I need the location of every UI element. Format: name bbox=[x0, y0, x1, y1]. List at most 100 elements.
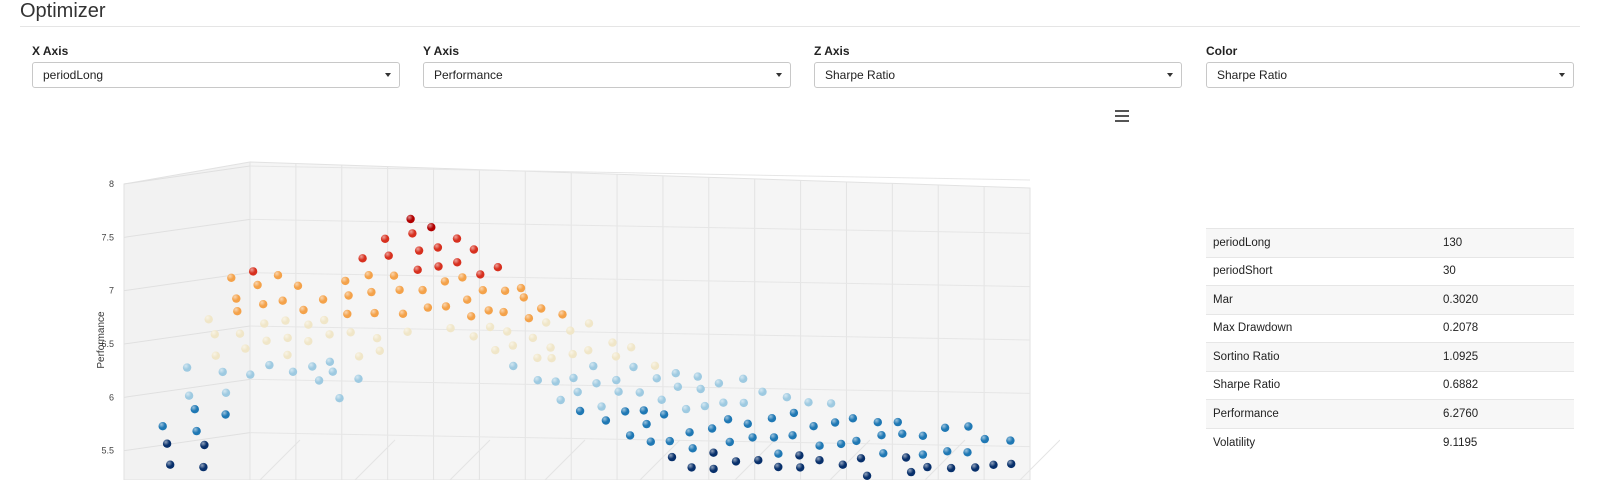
z-axis-label: Z Axis bbox=[814, 44, 850, 58]
data-point-highlight bbox=[304, 320, 313, 329]
data-point-highlight bbox=[519, 293, 528, 302]
data-point-highlight bbox=[687, 463, 696, 472]
stat-name: Performance bbox=[1206, 399, 1436, 428]
grid-line-horizontal bbox=[249, 218, 1031, 234]
data-point-highlight bbox=[491, 346, 500, 355]
data-point-highlight bbox=[500, 286, 510, 295]
data-point-highlight bbox=[877, 431, 886, 440]
data-point-highlight bbox=[542, 318, 551, 327]
data-point-highlight bbox=[795, 451, 804, 460]
data-point-highlight bbox=[533, 353, 542, 363]
stats-row: Max Drawdown 0.2078 bbox=[1206, 313, 1574, 343]
data-point-highlight bbox=[723, 415, 733, 424]
data-point-highlight bbox=[566, 326, 575, 335]
data-point-highlight bbox=[537, 304, 546, 313]
data-point-highlight bbox=[551, 377, 560, 386]
caret-down-icon bbox=[776, 73, 782, 77]
data-point-highlight bbox=[612, 375, 621, 385]
x-axis-select[interactable]: periodLong bbox=[32, 62, 400, 88]
data-point-highlight bbox=[375, 346, 384, 355]
data-point-highlight bbox=[671, 369, 680, 378]
stat-value: 0.2078 bbox=[1436, 313, 1574, 343]
data-point-highlight bbox=[248, 267, 258, 276]
data-point-highlight bbox=[898, 429, 907, 438]
data-point-highlight bbox=[485, 322, 495, 332]
floor-grid-line bbox=[639, 439, 681, 480]
data-point-highlight bbox=[233, 307, 242, 316]
grid-line-horizontal bbox=[249, 432, 1031, 448]
data-point-highlight bbox=[639, 406, 648, 415]
data-point-highlight bbox=[789, 408, 799, 418]
hamburger-menu-icon[interactable] bbox=[1115, 110, 1129, 122]
data-point-highlight bbox=[184, 391, 194, 400]
left-wall bbox=[123, 161, 251, 480]
data-point-highlight bbox=[685, 428, 694, 437]
data-point-highlight bbox=[406, 214, 415, 224]
stats-table: periodLong 130 periodShort 30 Mar 0.3020 Max D… bbox=[1206, 228, 1574, 457]
data-point-highlight bbox=[328, 367, 337, 376]
data-point-highlight bbox=[533, 376, 542, 385]
z-axis-select[interactable]: Sharpe Ratio bbox=[814, 62, 1182, 88]
data-point-highlight bbox=[673, 382, 683, 391]
data-point-highlight bbox=[469, 245, 479, 254]
stats-row: Volatility 9.1195 bbox=[1206, 427, 1574, 457]
caret-down-icon bbox=[1167, 73, 1173, 77]
data-point-highlight bbox=[815, 441, 824, 450]
data-point-highlight bbox=[235, 329, 245, 338]
data-point-highlight bbox=[856, 454, 866, 463]
data-point-highlight bbox=[182, 363, 192, 372]
data-point-highlight bbox=[901, 453, 911, 462]
data-point-highlight bbox=[427, 223, 436, 232]
data-point-highlight bbox=[458, 273, 467, 282]
data-point-highlight bbox=[218, 367, 227, 377]
data-point-highlight bbox=[528, 333, 538, 343]
data-point-highlight bbox=[592, 379, 601, 388]
data-point-highlight bbox=[320, 315, 329, 325]
data-point-highlight bbox=[621, 407, 630, 416]
menu-bar-1 bbox=[1115, 110, 1129, 112]
grid-line-horizontal bbox=[123, 432, 251, 452]
data-point-highlight bbox=[469, 332, 478, 341]
menu-bar-3 bbox=[1115, 120, 1129, 122]
chart-points bbox=[158, 214, 1016, 480]
data-point-highlight bbox=[862, 471, 872, 480]
data-point-highlight bbox=[836, 439, 846, 449]
data-point-highlight bbox=[848, 414, 858, 423]
data-point-highlight bbox=[434, 262, 443, 271]
data-point-highlight bbox=[709, 464, 718, 474]
data-point-highlight bbox=[873, 418, 882, 427]
data-point-highlight bbox=[739, 374, 748, 383]
data-point-highlight bbox=[646, 437, 655, 446]
y-axis-title: Performance bbox=[96, 311, 107, 369]
data-point-highlight bbox=[629, 362, 638, 372]
data-point-highlight bbox=[370, 308, 379, 318]
data-point-highlight bbox=[940, 423, 950, 432]
y-tick-label: 6.5 bbox=[101, 339, 114, 349]
data-point-highlight bbox=[343, 309, 352, 319]
data-point-highlight bbox=[389, 271, 399, 280]
chart-scene: 5.5 6 6.5 7 7.5 8 bbox=[101, 161, 1060, 480]
data-point-highlight bbox=[210, 330, 219, 339]
floor-grid-line bbox=[1019, 439, 1060, 480]
data-point-highlight bbox=[398, 309, 408, 318]
scatter-3d-chart[interactable]: 5.5 6 6.5 7 7.5 8 Performance bbox=[80, 140, 1060, 480]
color-select[interactable]: Sharpe Ratio bbox=[1206, 62, 1574, 88]
x-axis-control: X Axis periodLong bbox=[32, 44, 400, 88]
data-point-highlight bbox=[627, 343, 636, 352]
grid-line-horizontal bbox=[249, 378, 1031, 394]
data-point-highlight bbox=[769, 433, 779, 442]
data-point-highlight bbox=[452, 234, 462, 243]
data-point-highlight bbox=[281, 316, 290, 325]
data-point-highlight bbox=[943, 447, 952, 456]
data-point-highlight bbox=[568, 349, 577, 359]
data-point-highlight bbox=[354, 374, 363, 383]
data-point-highlight bbox=[642, 419, 651, 429]
data-point-highlight bbox=[558, 310, 567, 319]
stat-value: 130 bbox=[1436, 228, 1574, 257]
data-point-highlight bbox=[667, 452, 677, 462]
y-axis-select[interactable]: Performance bbox=[423, 62, 791, 88]
data-point-highlight bbox=[635, 388, 644, 397]
data-point-highlight bbox=[608, 338, 617, 347]
data-point-highlight bbox=[433, 243, 443, 252]
data-point-highlight bbox=[748, 433, 757, 442]
